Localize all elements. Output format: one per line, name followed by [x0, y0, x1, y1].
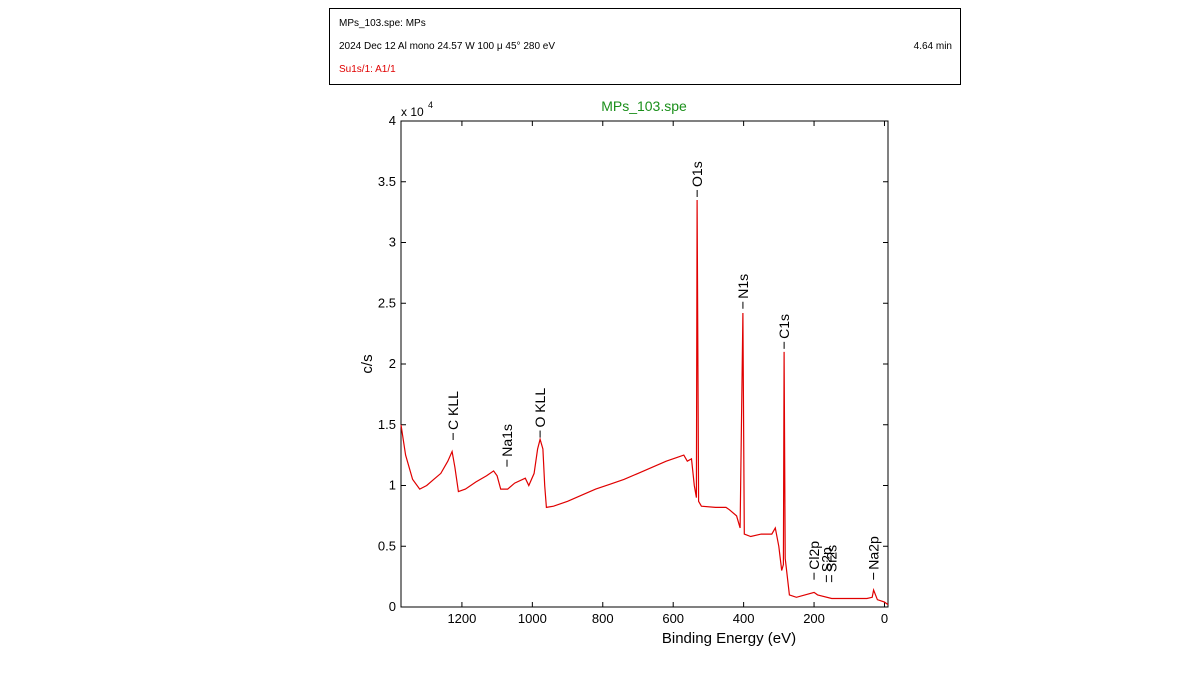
file-name: MPs_103.spe: MPs — [339, 18, 426, 29]
y-tick-label: 4 — [389, 113, 396, 128]
y-axis-label: c/s — [359, 354, 376, 373]
x-tick-label: 200 — [803, 611, 825, 626]
y-multiplier-exponent: 4 — [428, 100, 433, 110]
annotation: C1s — [776, 314, 792, 339]
x-tick-label: 800 — [592, 611, 614, 626]
region: Su1s/1: A1/1 — [339, 64, 396, 75]
chart-title: MPs_103.spe — [601, 98, 687, 114]
y-tick-label: 1.5 — [378, 417, 396, 432]
x-tick-label: 600 — [662, 611, 684, 626]
y-tick-label: 1 — [389, 478, 396, 493]
time: 4.64 min — [913, 41, 952, 52]
annotation: C KLL — [445, 391, 461, 430]
spectrum-line — [400, 199, 889, 606]
annotation: Na2p — [866, 536, 882, 570]
plot-frame — [400, 120, 889, 608]
annotation: O KLL — [532, 388, 548, 428]
x-tick-label: 400 — [733, 611, 755, 626]
annotation: Na1s — [499, 424, 515, 457]
y-tick-label: 3 — [389, 235, 396, 250]
annotation: O1s — [689, 161, 705, 187]
y-tick-label: 3.5 — [378, 174, 396, 189]
x-tick-label: 1200 — [447, 611, 476, 626]
y-multiplier: x 10 — [401, 105, 424, 119]
conditions: 2024 Dec 12 Al mono 24.57 W 100 μ 45° 28… — [339, 41, 556, 52]
y-tick-label: 2.5 — [378, 295, 396, 310]
info-box: MPs_103.spe: MPs 2024 Dec 12 Al mono 24.… — [329, 8, 961, 85]
x-tick-label: 0 — [881, 611, 888, 626]
annotation: N1s — [735, 274, 751, 299]
annotation: Cl2p — [806, 541, 822, 570]
x-axis-label: Binding Energy (eV) — [662, 630, 796, 647]
y-tick-label: 0 — [389, 599, 396, 614]
annotation: Si2s — [824, 545, 840, 572]
y-tick-label: 2 — [389, 356, 396, 371]
y-tick-label: 0.5 — [378, 538, 396, 553]
x-tick-label: 1000 — [518, 611, 547, 626]
annotation: S2p — [818, 547, 834, 572]
